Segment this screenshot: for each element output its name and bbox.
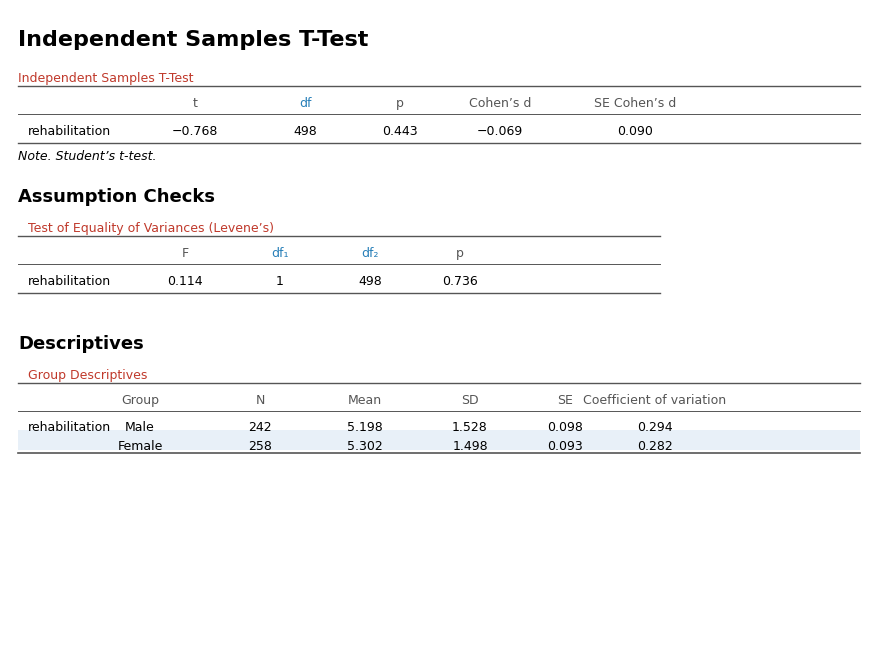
Text: SE Cohen’s d: SE Cohen’s d — [594, 97, 676, 110]
Text: Mean: Mean — [348, 394, 382, 407]
Text: Independent Samples T-Test: Independent Samples T-Test — [18, 30, 368, 50]
Text: 5.198: 5.198 — [347, 421, 383, 434]
Text: df: df — [299, 97, 311, 110]
Text: 0.736: 0.736 — [442, 275, 478, 288]
Text: 0.282: 0.282 — [637, 440, 673, 453]
Text: t: t — [193, 97, 197, 110]
Text: −0.768: −0.768 — [172, 125, 218, 138]
Text: 242: 242 — [248, 421, 272, 434]
Text: F: F — [182, 247, 189, 260]
Text: 498: 498 — [358, 275, 381, 288]
Text: 1.498: 1.498 — [453, 440, 488, 453]
Text: N: N — [255, 394, 265, 407]
Text: rehabilitation: rehabilitation — [28, 421, 111, 434]
Text: SD: SD — [461, 394, 479, 407]
Text: Group Descriptives: Group Descriptives — [28, 369, 147, 382]
Text: 0.114: 0.114 — [168, 275, 203, 288]
Text: p: p — [396, 97, 404, 110]
Text: 1: 1 — [276, 275, 284, 288]
Text: 498: 498 — [293, 125, 317, 138]
Text: df₁: df₁ — [271, 247, 289, 260]
Text: 0.443: 0.443 — [382, 125, 417, 138]
Text: Cohen’s d: Cohen’s d — [469, 97, 531, 110]
Text: Test of Equality of Variances (Levene’s): Test of Equality of Variances (Levene’s) — [28, 222, 274, 235]
Text: −0.069: −0.069 — [477, 125, 523, 138]
Text: Female: Female — [118, 440, 163, 453]
Text: 0.090: 0.090 — [617, 125, 653, 138]
Text: 258: 258 — [248, 440, 272, 453]
Text: Descriptives: Descriptives — [18, 335, 144, 353]
Text: Assumption Checks: Assumption Checks — [18, 188, 215, 206]
Text: Male: Male — [125, 421, 155, 434]
Text: Group: Group — [121, 394, 159, 407]
Text: Independent Samples T-Test: Independent Samples T-Test — [18, 72, 194, 85]
Text: 0.098: 0.098 — [547, 421, 583, 434]
Text: SE: SE — [557, 394, 573, 407]
Text: Note. Student’s t-test.: Note. Student’s t-test. — [18, 150, 156, 163]
Text: rehabilitation: rehabilitation — [28, 275, 111, 288]
Text: 1.528: 1.528 — [453, 421, 488, 434]
Text: p: p — [456, 247, 464, 260]
Text: 0.294: 0.294 — [638, 421, 673, 434]
Text: Coefficient of variation: Coefficient of variation — [583, 394, 726, 407]
Text: 0.093: 0.093 — [547, 440, 583, 453]
Text: df₂: df₂ — [361, 247, 379, 260]
Text: 5.302: 5.302 — [347, 440, 383, 453]
Bar — [18, 430, 860, 450]
Text: rehabilitation: rehabilitation — [28, 125, 111, 138]
